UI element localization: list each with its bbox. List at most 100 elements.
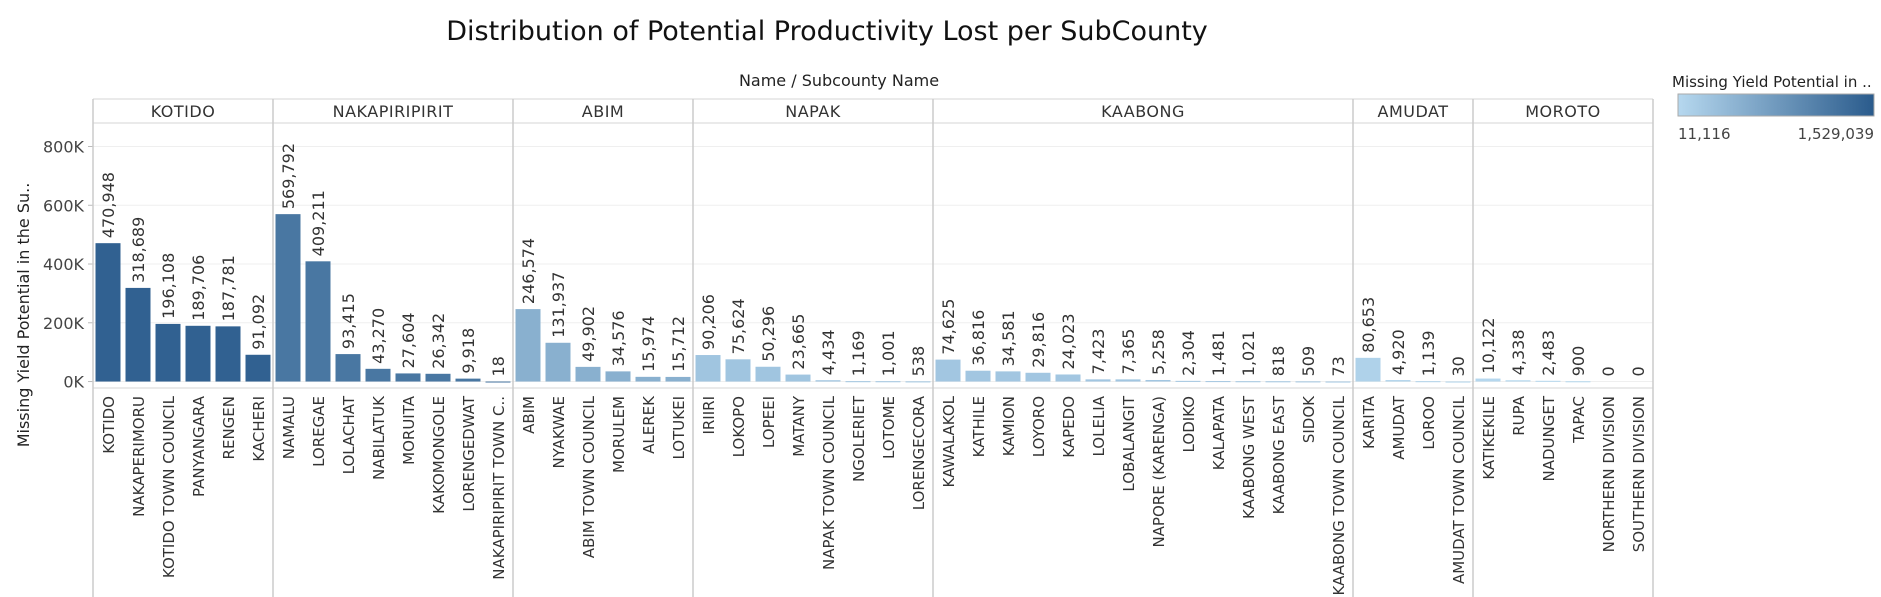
bar <box>515 309 541 382</box>
bar <box>545 342 571 382</box>
data-label: 7,423 <box>1089 329 1108 375</box>
data-label: 2,304 <box>1179 330 1198 376</box>
data-label: 509 <box>1299 346 1318 377</box>
data-label: 29,816 <box>1029 312 1048 368</box>
x-tick-label: NAKAPIRIPIRIT TOWN C.. <box>490 396 508 580</box>
bar <box>635 376 661 382</box>
data-label: 73 <box>1329 356 1348 376</box>
x-tick-label: LOYORO <box>1030 396 1048 457</box>
data-label: 0 <box>1629 366 1648 376</box>
x-tick-label: MORULEM <box>610 396 628 473</box>
data-label: 34,581 <box>999 310 1018 366</box>
bar <box>665 376 691 382</box>
bar <box>1475 378 1501 382</box>
bar <box>1505 380 1531 382</box>
bar <box>1355 357 1381 382</box>
data-label: 24,023 <box>1059 313 1078 369</box>
bar <box>1085 379 1111 382</box>
data-label: 27,604 <box>399 312 418 368</box>
plot-area: 0K 200K 400K 600K 800K KOTIDO 470,948 KOTIDO 318… <box>43 98 1654 597</box>
bar <box>605 371 631 382</box>
data-label: 4,434 <box>819 329 838 375</box>
group-header: NAKAPIRIPIRIT <box>333 102 454 121</box>
data-label: 36,816 <box>969 310 988 366</box>
x-tick-label: NYAKWAE <box>550 396 568 469</box>
bar <box>245 354 271 382</box>
data-label: 91,092 <box>249 294 268 350</box>
bar <box>575 366 601 382</box>
bar <box>815 380 841 382</box>
data-label: 5,258 <box>1149 329 1168 375</box>
data-label: 1,139 <box>1419 330 1438 376</box>
bar <box>1415 381 1441 383</box>
x-tick-label: SOUTHERN DIVISION <box>1630 396 1648 552</box>
x-tick-label: MATANY <box>790 395 808 457</box>
legend-max-label: 1,529,039 <box>1798 125 1874 143</box>
data-label: 2,483 <box>1539 330 1558 376</box>
bar <box>1115 379 1141 382</box>
y-tick-label: 600K <box>43 196 85 215</box>
x-tick-label: NGOLERIET <box>850 395 868 482</box>
x-tick-label: KAKOMONGOLE <box>430 396 448 514</box>
bar <box>485 381 511 383</box>
data-label: 4,338 <box>1509 329 1528 375</box>
bar <box>1325 381 1351 383</box>
data-label: 189,706 <box>189 255 208 321</box>
y-tick-label: 800K <box>43 138 85 157</box>
x-tick-label: KALAPATA <box>1210 395 1228 470</box>
data-label: 23,665 <box>789 314 808 370</box>
bar <box>95 243 121 382</box>
x-tick-label: KAABONG EAST <box>1270 395 1288 514</box>
data-label: 10,122 <box>1479 318 1498 374</box>
bar <box>155 323 181 382</box>
x-tick-label: LOTOME <box>880 396 898 459</box>
y-axis-label: Missing Yield Potential in the Su.. <box>14 183 33 448</box>
x-tick-label: LOLACHAT <box>340 395 358 474</box>
x-tick-label: KOTIDO <box>100 396 118 454</box>
data-label: 900 <box>1569 346 1588 377</box>
data-label: 74,625 <box>939 299 958 355</box>
bar <box>725 359 751 382</box>
data-label: 1,481 <box>1209 330 1228 376</box>
data-label: 50,296 <box>759 306 778 362</box>
bar <box>185 325 211 382</box>
y-tick-label: 0K <box>63 373 84 392</box>
data-label: 80,653 <box>1359 297 1378 353</box>
x-tick-label: NADUNGET <box>1540 395 1558 481</box>
data-label: 318,689 <box>129 217 148 283</box>
group-header: KAABONG <box>1101 102 1185 121</box>
bar <box>785 374 811 382</box>
bar <box>845 381 871 383</box>
bar <box>335 354 361 382</box>
x-tick-label: LORENGEDWAT <box>460 395 478 512</box>
data-label: 0 <box>1599 366 1618 376</box>
data-label: 18 <box>489 356 508 376</box>
x-tick-label: ABIM TOWN COUNCIL <box>580 395 598 558</box>
x-tick-label: KATIKEKILE <box>1480 396 1498 480</box>
bar <box>1565 381 1591 383</box>
x-tick-label: KAPEDO <box>1060 396 1078 458</box>
x-tick-label: ABIM <box>520 396 538 434</box>
bar <box>1235 381 1261 383</box>
x-tick-label: LODIKO <box>1180 396 1198 452</box>
bar <box>1145 379 1171 382</box>
x-tick-label: LOREGAE <box>310 396 328 467</box>
x-tick-label: LOKOPO <box>730 396 748 457</box>
bar <box>935 359 961 382</box>
chart-title: Distribution of Potential Productivity L… <box>446 16 1208 47</box>
x-tick-label: LOTUKEI <box>670 396 688 460</box>
data-label: 569,792 <box>279 143 298 209</box>
bar <box>875 381 901 383</box>
bar <box>965 370 991 382</box>
data-label: 187,781 <box>219 255 238 321</box>
bar <box>1295 381 1321 383</box>
bar <box>755 366 781 382</box>
x-tick-label: TAPAC <box>1570 396 1588 444</box>
x-tick-label: KARITA <box>1360 395 1378 449</box>
data-label: 34,576 <box>609 310 628 366</box>
column-header: Name / Subcounty Name <box>739 71 939 90</box>
data-label: 1,021 <box>1239 330 1258 376</box>
bar <box>995 371 1021 382</box>
bar <box>1445 381 1471 383</box>
x-tick-label: KACHERI <box>250 396 268 462</box>
